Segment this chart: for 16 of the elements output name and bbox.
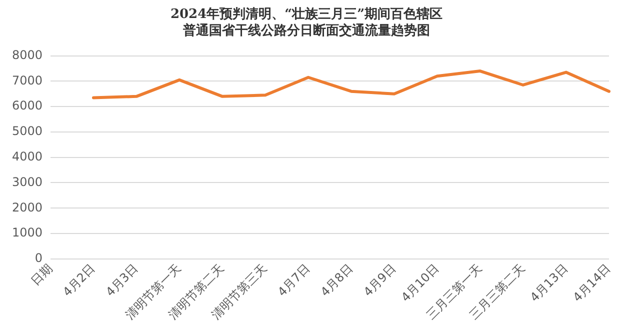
y-tick-label: 2000 [12, 200, 43, 214]
y-tick-label: 6000 [12, 98, 43, 113]
y-tick-label: 7000 [12, 73, 43, 88]
y-tick-label: 3000 [12, 174, 43, 189]
x-tick-label: 4月7日 [274, 261, 313, 300]
text: 普通国省干线公路分日断面交通流量趋势图 [183, 24, 430, 39]
y-tick-label: 5000 [12, 124, 43, 138]
y-tick-label: 8000 [12, 48, 43, 62]
x-tick-label: 4月14日 [570, 261, 614, 304]
x-tick-label: 4月9日 [360, 261, 399, 300]
y-tick-label: 4000 [12, 149, 43, 164]
x-tick-label: 4月2日 [60, 261, 98, 300]
y-tick-label: 1000 [12, 226, 43, 240]
x-tick-label: 4月8日 [318, 261, 356, 300]
text: 2024年预判清明、“壮族三月三”期间百色辖区 [170, 6, 443, 22]
x-tick-label: 4月13日 [527, 261, 570, 304]
